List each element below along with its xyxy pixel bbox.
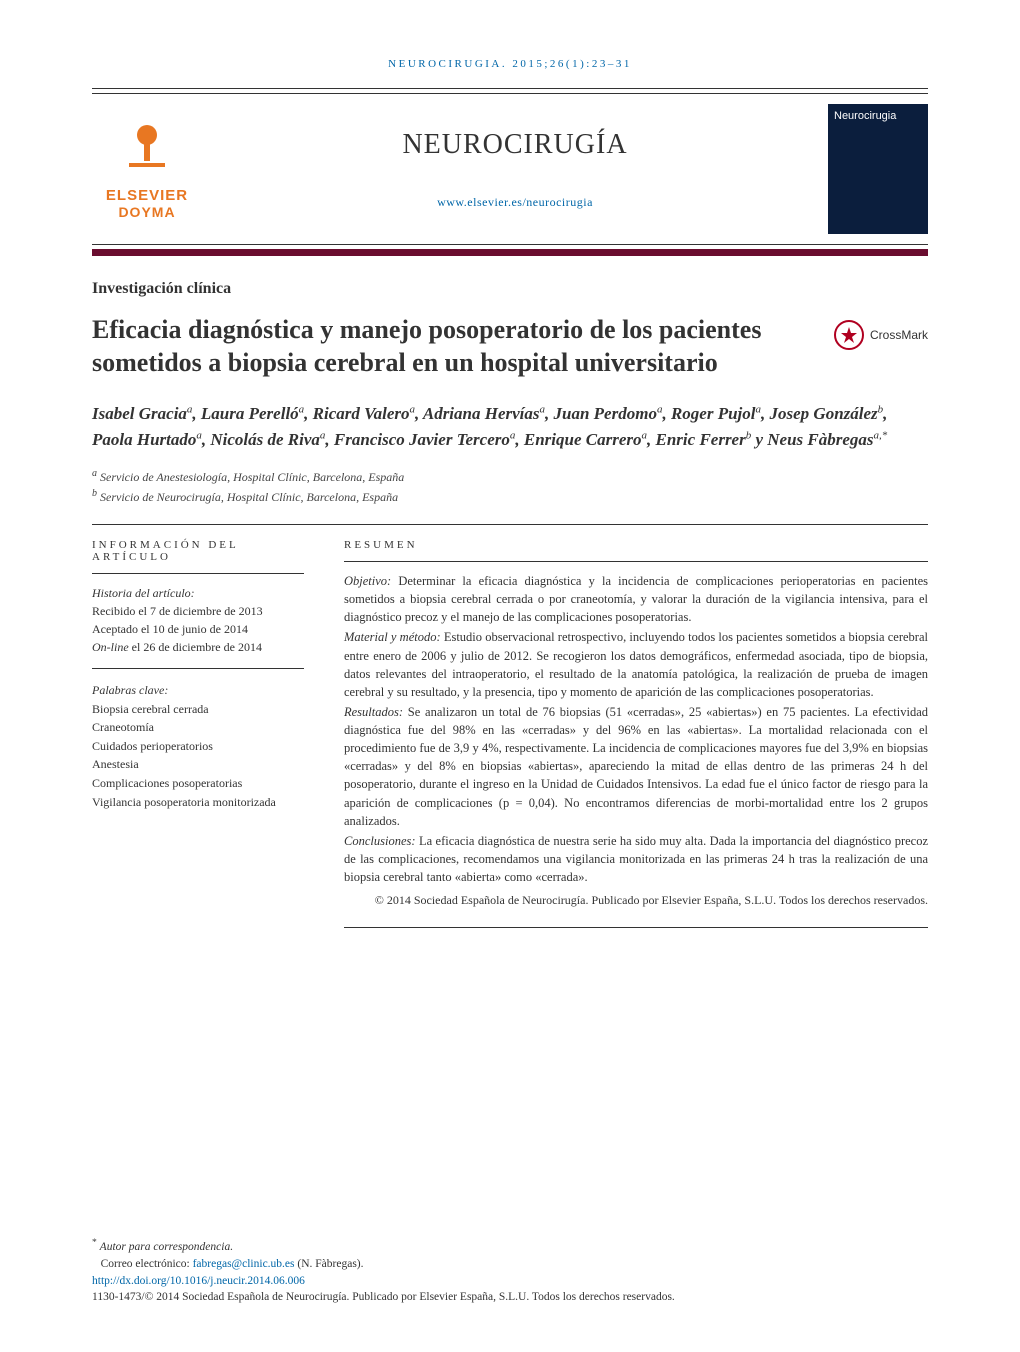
abstract-bottom-rule xyxy=(344,927,928,928)
info-heading: INFORMACIÓN DEL ARTÍCULO xyxy=(92,525,304,574)
publisher-name-2: DOYMA xyxy=(118,204,175,220)
conclusiones-label: Conclusiones: xyxy=(344,834,416,848)
journal-url[interactable]: www.elsevier.es/neurocirugia xyxy=(202,195,828,210)
resumen-heading: RESUMEN xyxy=(344,525,928,562)
keyword-item: Complicaciones posoperatorias xyxy=(92,774,304,793)
corresponding-author: * Autor para correspondencia. xyxy=(92,1236,928,1256)
keyword-item: Vigilancia posoperatoria monitorizada xyxy=(92,793,304,812)
keywords: Palabras clave: Biopsia cerebral cerrada… xyxy=(92,681,304,811)
journal-block: NEUROCIRUGÍA www.elsevier.es/neurocirugi… xyxy=(202,129,828,210)
objetivo-text: Determinar la eficacia diagnóstica y la … xyxy=(344,574,928,624)
history-accepted: Aceptado el 10 de junio de 2014 xyxy=(92,620,304,638)
objetivo-label: Objetivo: xyxy=(344,574,391,588)
issn-copyright: 1130-1473/© 2014 Sociedad Española de Ne… xyxy=(92,1289,928,1306)
abstract-copyright: © 2014 Sociedad Española de Neurocirugía… xyxy=(344,892,928,909)
article-history: Historia del artículo: Recibido el 7 de … xyxy=(92,584,304,669)
affiliation-a: a Servicio de Anestesiología, Hospital C… xyxy=(92,466,928,486)
keyword-item: Anestesia xyxy=(92,755,304,774)
elsevier-tree-icon xyxy=(119,119,175,183)
article-section-label: Investigación clínica xyxy=(92,280,928,298)
accent-bar xyxy=(92,249,928,256)
history-online: On-line el 26 de diciembre de 2014 xyxy=(92,638,304,656)
publisher-logo: ELSEVIER DOYMA xyxy=(92,104,202,234)
keyword-item: Cuidados perioperatorios xyxy=(92,737,304,756)
top-rule xyxy=(92,88,928,89)
abstract-body: Objetivo: Determinar la eficacia diagnós… xyxy=(344,572,928,909)
corresponding-email-line: Correo electrónico: fabregas@clinic.ub.e… xyxy=(92,1256,928,1273)
crossmark-icon xyxy=(834,320,864,350)
cover-label: Neurocirugia xyxy=(834,110,896,122)
journal-title: NEUROCIRUGÍA xyxy=(202,129,828,161)
corresponding-email[interactable]: fabregas@clinic.ub.es xyxy=(193,1258,295,1270)
doi-link[interactable]: http://dx.doi.org/10.1016/j.neucir.2014.… xyxy=(92,1275,305,1287)
article-info-column: INFORMACIÓN DEL ARTÍCULO Historia del ar… xyxy=(92,525,324,928)
journal-header: ELSEVIER DOYMA NEUROCIRUGÍA www.elsevier… xyxy=(92,93,928,245)
affiliations: a Servicio de Anestesiología, Hospital C… xyxy=(92,466,928,506)
conclusiones-text: La eficacia diagnóstica de nuestra serie… xyxy=(344,834,928,884)
author-list: Isabel Graciaa, Laura Perellóa, Ricard V… xyxy=(92,401,928,452)
affiliation-b: b Servicio de Neurocirugía, Hospital Clí… xyxy=(92,486,928,506)
page-footer: * Autor para correspondencia. Correo ele… xyxy=(92,1236,928,1306)
keyword-item: Craneotomía xyxy=(92,718,304,737)
resultados-label: Resultados: xyxy=(344,705,403,719)
running-head: NEUROCIRUGIA. 2015;26(1):23–31 xyxy=(92,58,928,70)
crossmark-label: CrossMark xyxy=(870,328,928,342)
abstract-column: RESUMEN Objetivo: Determinar la eficacia… xyxy=(324,525,928,928)
article-title: Eficacia diagnóstica y manejo posoperato… xyxy=(92,314,814,379)
history-received: Recibido el 7 de diciembre de 2013 xyxy=(92,602,304,620)
keywords-label: Palabras clave: xyxy=(92,681,304,700)
resultados-text: Se analizaron un total de 76 biopsias (5… xyxy=(344,705,928,828)
publisher-name-1: ELSEVIER xyxy=(106,187,188,204)
journal-cover-thumbnail: Neurocirugia xyxy=(828,104,928,234)
crossmark-badge[interactable]: CrossMark xyxy=(834,320,928,350)
history-label: Historia del artículo: xyxy=(92,584,304,602)
keyword-item: Biopsia cerebral cerrada xyxy=(92,700,304,719)
material-label: Material y método: xyxy=(344,630,441,644)
